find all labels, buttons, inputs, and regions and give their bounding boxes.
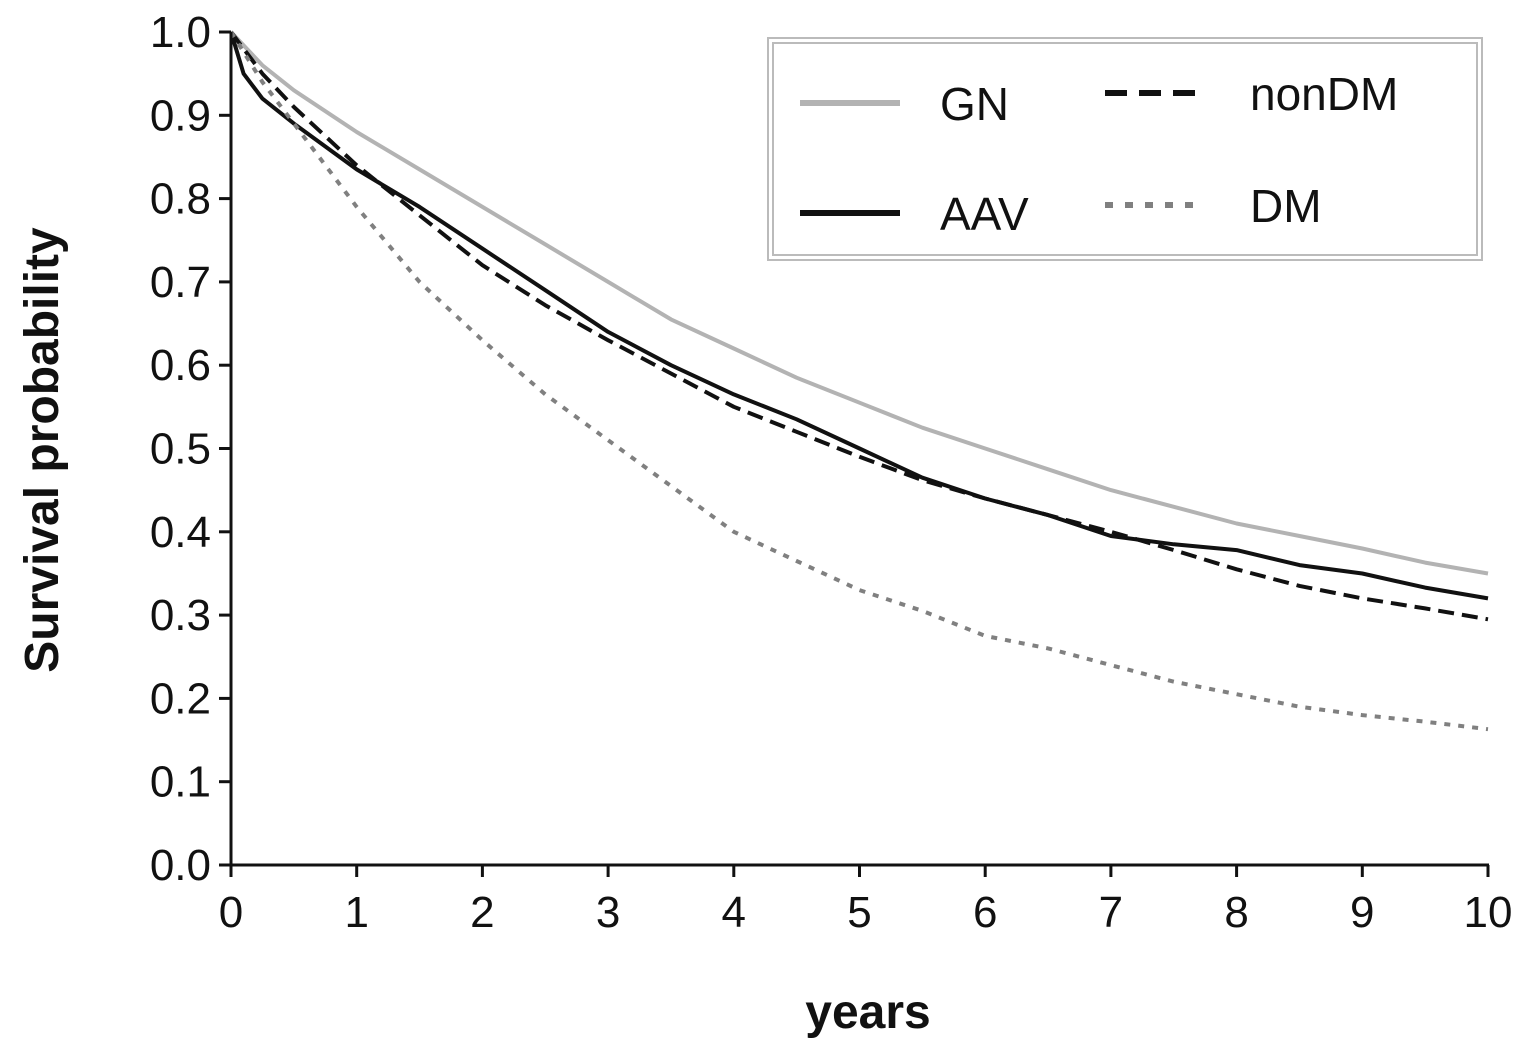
series-lines — [229, 30, 1489, 732]
y-tick-label: 1.0 — [150, 8, 211, 57]
y-tick-label: 0.6 — [150, 341, 211, 390]
legend-label-dm: DM — [1250, 180, 1322, 232]
y-tick-label: 0.0 — [150, 841, 211, 890]
y-tick-label: 0.9 — [150, 91, 211, 140]
series-line-aav — [229, 31, 1489, 601]
series-line-nondm — [229, 30, 1489, 622]
series-line-dm — [229, 30, 1489, 732]
y-tick-label: 0.5 — [150, 425, 211, 474]
legend: GN AAV nonDM DM — [767, 37, 1483, 261]
x-tick-label: 0 — [219, 888, 243, 937]
y-tick-label: 0.1 — [150, 758, 211, 807]
x-tick-label: 9 — [1350, 888, 1374, 937]
x-tick-label: 4 — [722, 888, 746, 937]
x-tick-label: 5 — [847, 888, 871, 937]
legend-label-gn: GN — [940, 78, 1009, 130]
y-tick-label: 0.7 — [150, 258, 211, 307]
x-tick-label: 1 — [344, 888, 368, 937]
x-tick-label: 6 — [973, 888, 997, 937]
y-tick-label: 0.2 — [150, 674, 211, 723]
x-tick-label: 8 — [1224, 888, 1248, 937]
y-axis-label: Survival probability — [16, 227, 69, 673]
x-axis-ticks: 0 1 2 3 4 5 6 7 8 9 10 — [219, 865, 1513, 937]
series-line-gn — [229, 30, 1489, 576]
x-tick-label: 3 — [596, 888, 620, 937]
legend-label-nondm: nonDM — [1250, 68, 1398, 120]
y-tick-label: 0.4 — [150, 508, 211, 557]
y-tick-label: 0.3 — [150, 591, 211, 640]
x-tick-label: 2 — [470, 888, 494, 937]
y-axis-ticks: 0.0 0.1 0.2 0.3 0.4 0.5 0.6 0.7 0.8 0.9 1.0 — [150, 8, 231, 890]
x-tick-label: 7 — [1099, 888, 1123, 937]
x-tick-label: 10 — [1464, 888, 1513, 937]
legend-label-aav: AAV — [940, 188, 1029, 240]
x-axis-label: years — [805, 986, 930, 1039]
y-tick-label: 0.8 — [150, 175, 211, 224]
